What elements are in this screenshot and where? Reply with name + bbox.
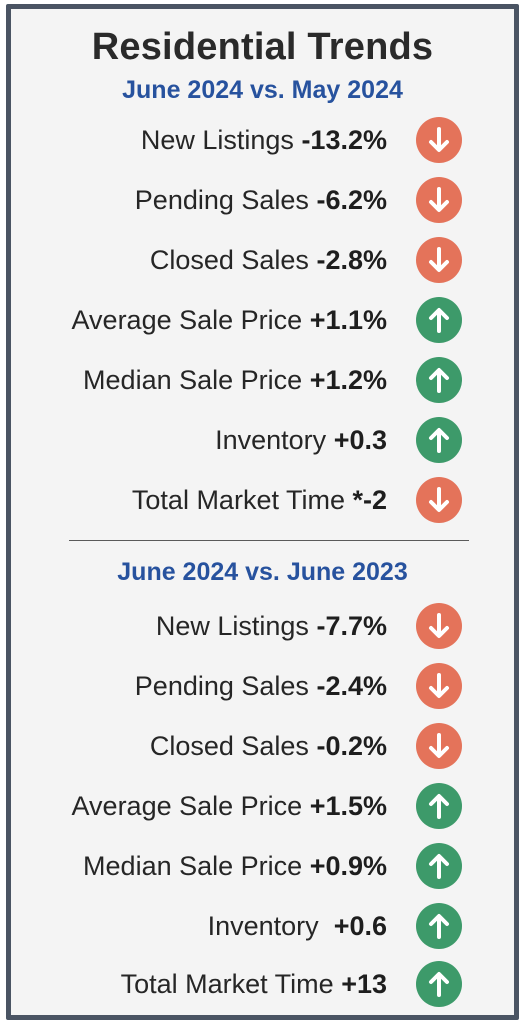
- arrow-up-icon: [416, 843, 462, 889]
- stat-row-total-market-time: Total Market Time +13: [11, 959, 514, 1009]
- arrow-down-icon: [416, 663, 462, 709]
- stat-value: -2.4%: [316, 671, 387, 701]
- stat-value: +1.1%: [309, 305, 387, 335]
- arrow-down-icon: [416, 723, 462, 769]
- arrow-up-icon: [416, 783, 462, 829]
- stat-row-total-market-time: Total Market Time *-2: [11, 475, 514, 525]
- stat-value: +0.6: [333, 911, 387, 941]
- stat-value: +1.5%: [309, 791, 387, 821]
- stat-label: Pending Sales: [134, 671, 309, 701]
- arrow-up-icon: [416, 417, 462, 463]
- stat-row-pending-sales: Pending Sales -6.2%: [11, 175, 514, 225]
- stat-label: Total Market Time: [120, 969, 334, 999]
- stat-row-average-sale-price: Average Sale Price +1.1%: [11, 295, 514, 345]
- stat-row-median-sale-price: Median Sale Price +1.2%: [11, 355, 514, 405]
- stat-label: Closed Sales: [149, 731, 309, 761]
- stat-value: +13: [341, 969, 387, 999]
- section-heading-month-over-month: June 2024 vs. May 2024: [122, 76, 403, 104]
- arrow-up-icon: [416, 357, 462, 403]
- stat-value: +1.2%: [309, 365, 387, 395]
- stat-row-new-listings: New Listings -7.7%: [11, 601, 514, 651]
- arrow-up-icon: [416, 297, 462, 343]
- stat-value: -0.2%: [316, 731, 387, 761]
- section-divider: [69, 540, 469, 541]
- stat-value: +0.9%: [309, 851, 387, 881]
- stat-label: New Listings: [155, 611, 309, 641]
- stat-label: Closed Sales: [149, 245, 309, 275]
- stat-value: -7.7%: [316, 611, 387, 641]
- arrow-down-icon: [416, 237, 462, 283]
- arrow-down-icon: [416, 117, 462, 163]
- stat-label: Inventory: [207, 911, 327, 941]
- stat-row-inventory: Inventory +0.3: [11, 415, 514, 465]
- stat-row-closed-sales: Closed Sales -2.8%: [11, 235, 514, 285]
- arrow-down-icon: [416, 177, 462, 223]
- arrow-up-icon: [416, 961, 462, 1007]
- arrow-down-icon: [416, 603, 462, 649]
- stat-row-pending-sales: Pending Sales -2.4%: [11, 661, 514, 711]
- stat-label: Average Sale Price: [71, 791, 303, 821]
- arrow-down-icon: [416, 477, 462, 523]
- residential-trends-card: Residential Trends June 2024 vs. May 202…: [6, 4, 519, 1020]
- stat-row-closed-sales: Closed Sales -0.2%: [11, 721, 514, 771]
- page-title: Residential Trends: [91, 26, 434, 68]
- stat-label: Inventory: [215, 425, 327, 455]
- stat-value: -2.8%: [316, 245, 387, 275]
- stat-label: Total Market Time: [131, 485, 345, 515]
- stat-row-average-sale-price: Average Sale Price +1.5%: [11, 781, 514, 831]
- stat-value: -6.2%: [316, 185, 387, 215]
- arrow-up-icon: [416, 903, 462, 949]
- stat-row-new-listings: New Listings -13.2%: [11, 115, 514, 165]
- stat-value: -13.2%: [301, 125, 387, 155]
- section-heading-year-over-year: June 2024 vs. June 2023: [117, 558, 408, 586]
- stat-label: Median Sale Price: [83, 365, 303, 395]
- stat-label: Average Sale Price: [71, 305, 303, 335]
- stat-label: New Listings: [140, 125, 294, 155]
- stat-value: +0.3: [333, 425, 387, 455]
- stat-label: Median Sale Price: [83, 851, 303, 881]
- stat-value: *-2: [352, 485, 387, 515]
- stat-row-median-sale-price: Median Sale Price +0.9%: [11, 841, 514, 891]
- stat-label: Pending Sales: [134, 185, 309, 215]
- stat-row-inventory: Inventory +0.6: [11, 901, 514, 951]
